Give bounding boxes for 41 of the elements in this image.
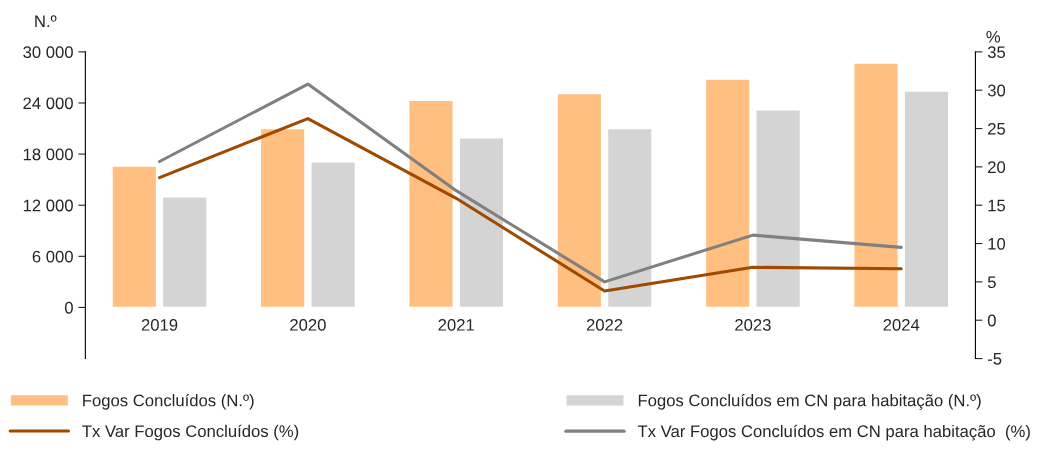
x-tick-label: 2023 <box>735 318 771 331</box>
y-tick-label: 18 000 <box>23 148 73 161</box>
y2-tick-label: 20 <box>988 161 1006 174</box>
bar <box>161 195 208 309</box>
bar <box>310 161 357 309</box>
line-series <box>158 82 903 284</box>
y2-tick-label: 0 <box>987 314 996 327</box>
legend-label: Fogos Concluídos (N.º) <box>83 393 254 410</box>
y2-tick-label: 5 <box>987 276 996 289</box>
line-series <box>158 117 903 293</box>
x-tick-label: 2020 <box>290 318 326 331</box>
x-tick-label: 2024 <box>883 318 920 331</box>
y-tick-label: 12 000 <box>23 199 73 212</box>
y-tick-label: 0 <box>64 301 73 314</box>
y-tick-label: 6 000 <box>32 250 73 263</box>
y2-tick-label: -5 <box>987 353 1002 365</box>
x-tick-label: 2022 <box>586 318 623 331</box>
y-tick-label: 24 000 <box>23 97 73 110</box>
y2-tick-label: 30 <box>987 84 1006 97</box>
legend-label: Tx Var Fogos Concluídos (%) <box>82 424 299 441</box>
legend-label: Fogos Concluídos em CN para habitação (N.º) <box>638 393 981 410</box>
y2-tick-label: 35 <box>987 46 1006 59</box>
bar <box>111 165 158 309</box>
bar <box>704 78 751 309</box>
legend-label: Tx Var Fogos Concluídos em CN para habitação (%) <box>637 424 1030 441</box>
y-axis-title: N.º <box>35 15 57 27</box>
bar <box>408 99 454 309</box>
bar <box>259 127 306 309</box>
bar <box>458 137 505 309</box>
y-tick-label: 30 000 <box>23 46 73 59</box>
bar <box>556 92 603 309</box>
y2-tick-label: 15 <box>988 199 1006 212</box>
bar <box>606 127 653 309</box>
x-tick-label: 2021 <box>438 318 474 331</box>
y2-axis-title: % <box>986 30 1001 43</box>
y2-tick-label: 25 <box>988 122 1006 135</box>
bar <box>853 62 899 309</box>
x-tick-label: 2019 <box>141 318 178 331</box>
y2-tick-label: 10 <box>988 237 1006 250</box>
bar <box>755 109 802 309</box>
bar <box>903 90 950 309</box>
